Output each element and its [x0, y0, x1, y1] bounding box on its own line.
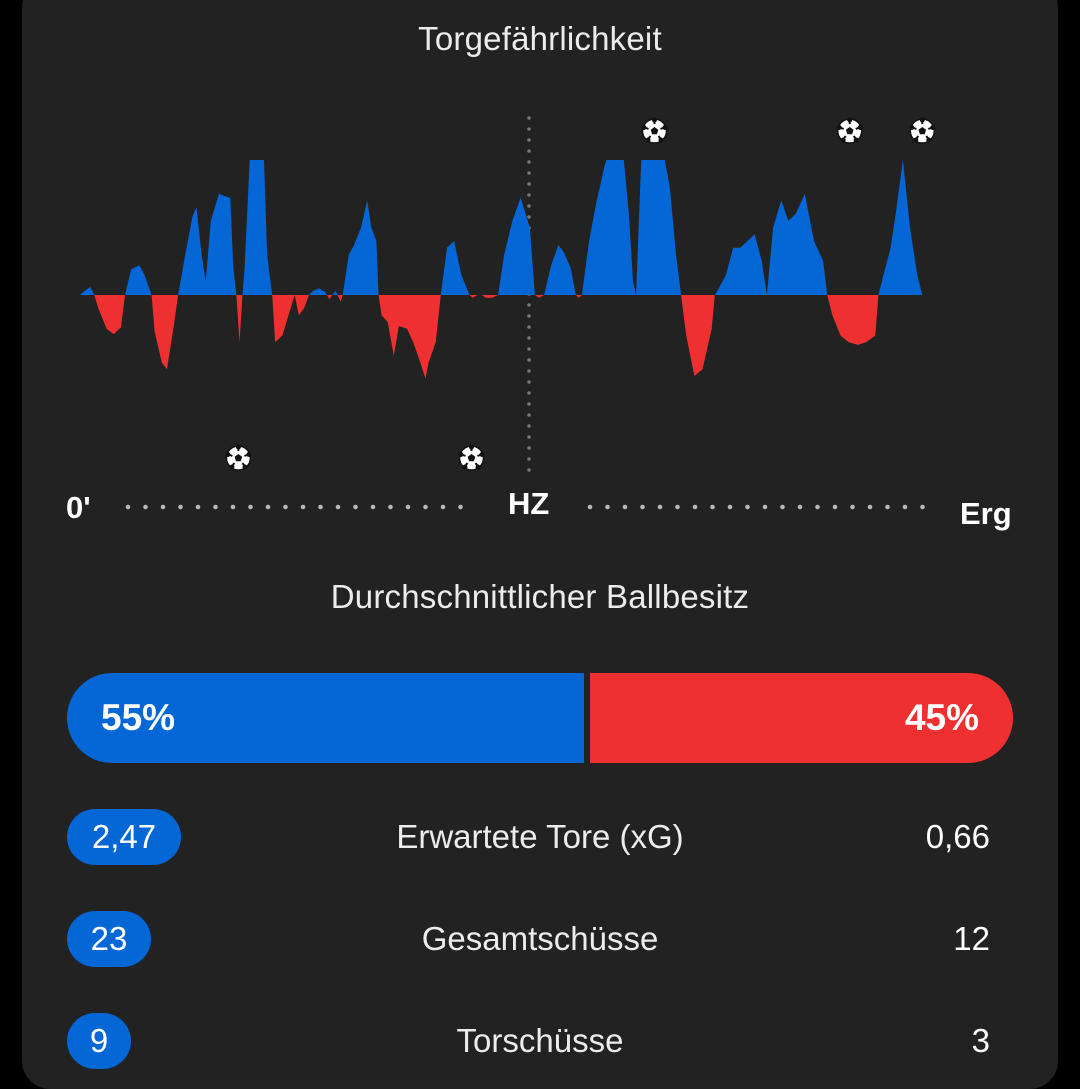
soccer-ball-icon: [641, 117, 668, 144]
halftime-dot: [527, 171, 531, 175]
timeline-dot: [160, 504, 166, 510]
timeline-dot: [605, 504, 610, 510]
halftime-dot: [527, 413, 531, 417]
timeline-dot: [440, 504, 446, 510]
timeline-dot: [692, 504, 698, 510]
stat-row-xg: 2,47 Erwartete Tore (xG) 0,66: [0, 809, 1080, 869]
timeline-dot: [248, 504, 253, 510]
timeline-dot: [745, 504, 750, 510]
stat-away-value: 3: [971, 1022, 990, 1059]
soccer-ball-icon: [909, 117, 936, 144]
momentum-title: Torgefährlichkeit: [418, 20, 662, 57]
timeline-dot: [832, 504, 838, 510]
timeline-dot: [265, 504, 271, 510]
timeline-dot: [657, 504, 663, 510]
halftime-dot: [527, 127, 531, 131]
timeline-dot: [370, 504, 376, 510]
soccer-ball-icon: [836, 117, 863, 144]
halftime-dot: [527, 468, 531, 472]
axis-halftime-label: HZ: [508, 486, 550, 521]
timeline-dot: [405, 504, 411, 510]
halftime-dot: [527, 424, 531, 428]
timeline-dot: [867, 504, 873, 510]
possession-home-value: 55%: [101, 697, 176, 738]
halftime-dot: [527, 149, 531, 153]
timeline-dot: [230, 504, 236, 510]
axis-start-label: 0': [66, 490, 91, 525]
halftime-dot: [527, 380, 531, 384]
timeline-dot: [300, 504, 306, 510]
timeline-dot: [850, 504, 855, 510]
timeline-dot: [178, 504, 183, 510]
timeline-dot: [388, 504, 393, 510]
timeline-dot: [815, 504, 820, 510]
stat-row-total-shots: 23 Gesamtschüsse 12: [0, 911, 1080, 971]
halftime-dot: [527, 204, 531, 208]
halftime-dot: [527, 182, 531, 186]
halftime-dot: [527, 369, 531, 373]
soccer-ball-icon: [225, 444, 252, 471]
match-stats-card: [22, 0, 1058, 1089]
halftime-dot: [527, 446, 531, 450]
timeline-dot: [125, 504, 131, 510]
stat-home-pill: 2,47: [67, 809, 181, 865]
axis-end-label: Erg: [960, 496, 1012, 531]
timeline-dot: [622, 504, 628, 510]
timeline-dot: [885, 504, 890, 510]
timeline-dot: [213, 504, 218, 510]
timeline-dot: [797, 504, 803, 510]
timeline-dot: [458, 504, 463, 510]
momentum-away-area: [80, 295, 923, 379]
stat-label: Gesamtschüsse: [421, 920, 659, 957]
timeline-dot: [920, 504, 925, 510]
halftime-dot: [527, 215, 531, 219]
stat-away-value: 0,66: [925, 818, 990, 855]
halftime-dot: [527, 347, 531, 351]
possession-away-value: 45%: [904, 697, 979, 738]
timeline-dot: [587, 504, 593, 510]
timeline-dot: [727, 504, 733, 510]
timeline-dot: [675, 504, 680, 510]
stat-home-pill: 23: [67, 911, 151, 967]
halftime-dot: [527, 314, 531, 318]
halftime-dot: [527, 325, 531, 329]
halftime-dot: [527, 193, 531, 197]
halftime-dot: [527, 336, 531, 340]
halftime-dot: [527, 138, 531, 142]
timeline-dot: [335, 504, 341, 510]
stat-label: Erwartete Tore (xG): [396, 818, 684, 855]
timeline-dot: [353, 504, 358, 510]
timeline-dot: [780, 504, 785, 510]
timeline-dot: [762, 504, 768, 510]
halftime-dot: [527, 160, 531, 164]
timeline-dot: [423, 504, 428, 510]
timeline-dot: [710, 504, 715, 510]
possession-home-bar: 55%: [67, 673, 584, 763]
halftime-dot: [527, 457, 531, 461]
stat-row-shots-on-target: 9 Torschüsse 3: [0, 1013, 1080, 1073]
momentum-chart: [80, 116, 936, 510]
halftime-dot: [527, 303, 531, 307]
timeline-dot: [640, 504, 645, 510]
timeline-dot: [318, 504, 323, 510]
halftime-dot: [527, 358, 531, 362]
timeline-dot: [195, 504, 201, 510]
possession-away-bar: 45%: [590, 673, 1013, 763]
stat-home-pill: 9: [67, 1013, 131, 1069]
halftime-dot: [527, 116, 531, 120]
soccer-ball-icon: [458, 444, 485, 471]
timeline-dot: [902, 504, 908, 510]
stat-away-value: 12: [953, 920, 990, 957]
stat-label: Torschüsse: [456, 1022, 624, 1059]
timeline-dot: [283, 504, 288, 510]
momentum-home-area: [80, 160, 923, 295]
halftime-dot: [527, 435, 531, 439]
halftime-dot: [527, 391, 531, 395]
halftime-dot: [527, 402, 531, 406]
timeline-dot: [143, 504, 148, 510]
possession-title: Durchschnittlicher Ballbesitz: [330, 578, 750, 615]
